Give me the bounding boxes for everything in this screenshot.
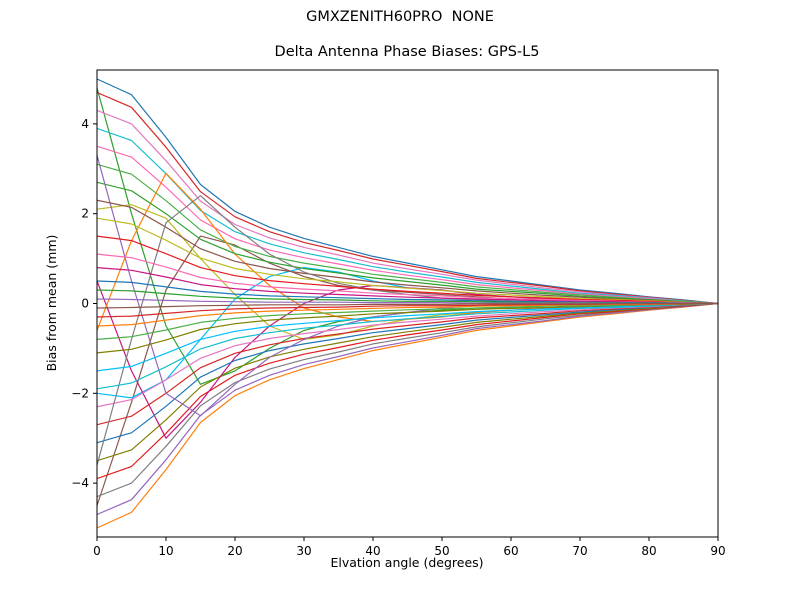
series-line [97, 195, 718, 466]
series-line [97, 78, 718, 305]
y-tick-label: 4 [81, 117, 89, 131]
series-line [97, 217, 718, 305]
figure-title: GMXZENITH60PRO NONE [306, 9, 494, 25]
axes-title: Delta Antenna Phase Biases: GPS-L5 [274, 44, 540, 60]
series-line [97, 302, 718, 340]
x-tick-label: 40 [365, 544, 380, 558]
x-tick-label: 90 [710, 544, 725, 558]
series-line [97, 302, 718, 480]
series-line [97, 235, 718, 305]
x-tick-label: 30 [296, 544, 311, 558]
x-tick-label: 70 [572, 544, 587, 558]
series-line [97, 91, 718, 305]
series-line [97, 163, 718, 305]
series-line [97, 235, 718, 506]
x-axis-label: Elvation angle (degrees) [330, 555, 483, 570]
x-tick-label: 60 [503, 544, 518, 558]
y-tick-label: −2 [71, 386, 89, 400]
series-line [97, 181, 718, 305]
series-line [97, 302, 718, 444]
x-tick-label: 50 [434, 544, 449, 558]
series-line [97, 267, 718, 305]
series-line [97, 302, 718, 390]
series-line [97, 302, 718, 309]
series-line [97, 302, 718, 462]
y-tick-label: 2 [81, 207, 89, 221]
y-tick-label: 0 [81, 297, 89, 311]
series-line [97, 87, 718, 385]
x-tick-label: 80 [641, 544, 656, 558]
x-tick-label: 20 [227, 544, 242, 558]
axis-ticks: 0 10 20 30 40 50 60 70 80 90 −4 −2 0 2 4 [71, 117, 725, 558]
x-tick-label: 10 [158, 544, 173, 558]
y-tick-label: −4 [71, 476, 89, 490]
series-line [97, 302, 718, 426]
series-line [97, 302, 718, 529]
series-lines [97, 78, 718, 529]
series-line [97, 127, 718, 305]
series-line [97, 302, 718, 372]
series-line [97, 145, 718, 305]
y-axis-label: Bias from mean (mm) [44, 235, 59, 372]
x-tick-label: 0 [93, 544, 101, 558]
